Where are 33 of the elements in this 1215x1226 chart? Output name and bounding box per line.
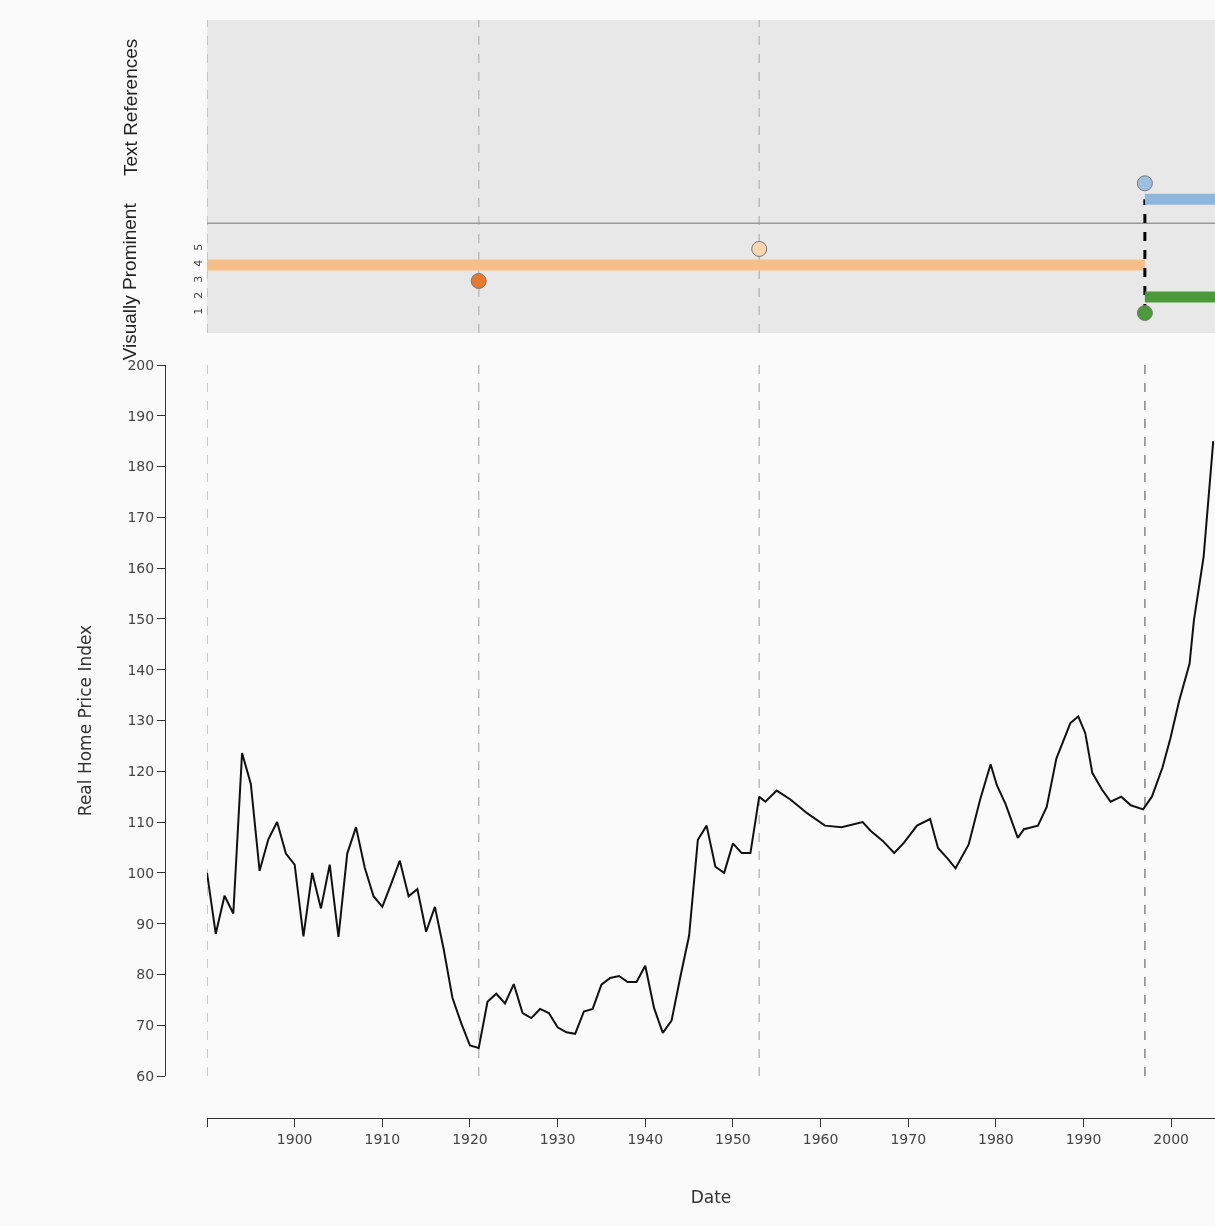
x-tick-label: 1970 [890,1130,927,1147]
x-tick-label: 1910 [364,1130,401,1147]
y-tick-label: 190 [127,407,155,424]
y-tick-label: 80 [136,966,155,983]
y-tick-label: 1 [191,307,205,315]
y-tick-label: 130 [127,712,155,729]
x-tick-label: 1950 [715,1130,751,1147]
y-tick-label: 160 [127,560,155,577]
y-tick-label: 4 [191,259,205,267]
y-tick-label: 5 [191,243,205,251]
y-tick-label: 110 [127,813,155,830]
y-tick-label: 2 [191,291,205,299]
text: Text References [119,38,141,176]
y-tick-label: 60 [136,1067,155,1084]
y-tick-label: 120 [127,763,155,780]
y-tick-label: 3 [191,275,205,283]
x-axis-title: Date [690,1187,732,1208]
x-tick-label: 1940 [627,1130,664,1147]
x-tick-label: 1990 [1065,1130,1102,1147]
x-tick-label: 1930 [539,1130,576,1147]
x-tick-label: 1900 [276,1130,313,1147]
y-axis-title: Real Home Price Index [75,624,96,817]
x-tick-label: 1980 [978,1130,1014,1147]
y-tick-label: 150 [127,610,155,627]
x-tick-label: 1920 [452,1130,488,1147]
x-tick-label: 2000 [1153,1130,1189,1147]
y-tick-label: 100 [127,864,155,881]
x-tick-label: 1960 [802,1130,839,1147]
y-tick-label: 140 [127,661,155,678]
y-tick-label: 90 [136,915,155,932]
y-tick-label: 70 [136,1017,155,1034]
y-tick-label: 170 [127,509,155,526]
y-tick-label: 180 [127,458,155,475]
